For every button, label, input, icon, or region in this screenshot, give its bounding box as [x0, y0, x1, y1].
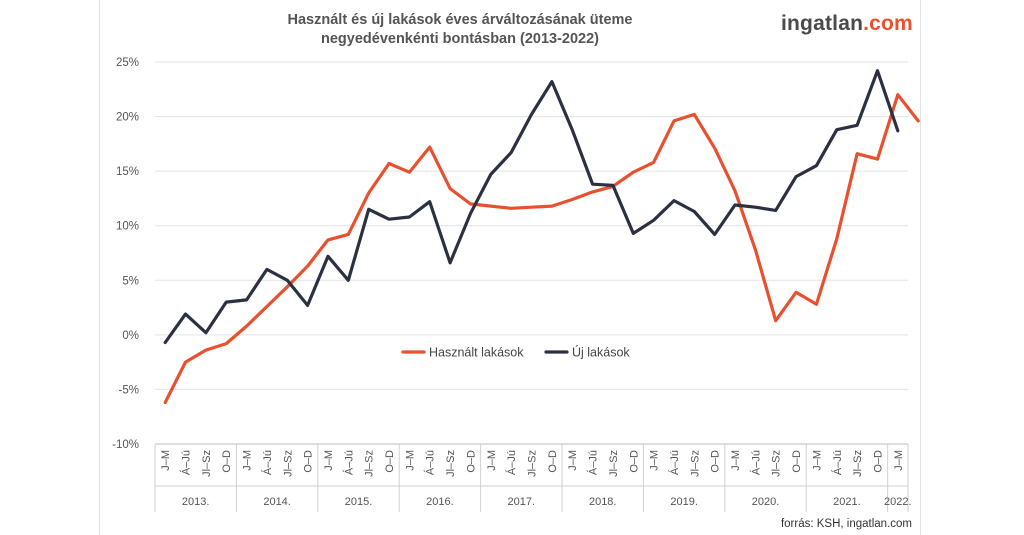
brand-logo: ingatlan.com [781, 12, 913, 36]
x-tick-label: O–D [710, 450, 722, 473]
year-label: 2013. [182, 496, 210, 508]
x-tick-label: J–M [893, 450, 905, 471]
year-label: 2020. [752, 496, 780, 508]
x-tick-label: Jl–Sz [689, 450, 701, 477]
x-tick-label: Á–Jú [587, 450, 600, 475]
y-tick-label: 15% [116, 166, 139, 178]
x-tick-label: Jl–Sz [364, 450, 376, 477]
x-tick-label: Á–Jú [342, 450, 355, 475]
y-tick-label: 10% [116, 221, 139, 233]
x-tick-label: Jl–Sz [282, 450, 294, 477]
y-tick-label: -5% [119, 384, 139, 396]
x-tick-label: Á–Jú [749, 450, 762, 475]
x-tick-label: O–D [303, 450, 315, 473]
x-tick-label: J–M [486, 450, 498, 471]
chart-title-line1: Használt és új lakások éves árváltozásán… [287, 12, 633, 28]
chart-title-line2: negyedévenkénti bontásban (2013-2022) [320, 31, 600, 47]
x-tick-label: J–M [323, 450, 335, 471]
series-line-hasznalt [163, 93, 920, 405]
x-tick-label: Á–Jú [180, 450, 193, 475]
x-tick-label: Á–Jú [505, 450, 518, 475]
legend-label: Új lakások [572, 345, 630, 360]
x-tick-label: O–D [465, 450, 477, 473]
x-tick-label: Á–Jú [424, 450, 437, 475]
x-tick-label: J–M [811, 450, 823, 471]
x-tick-label: Jl–Sz [771, 450, 783, 477]
brand-name: ingatlan [781, 12, 864, 35]
x-tick-label: J–M [404, 450, 416, 471]
x-tick-label: Jl–Sz [445, 450, 457, 477]
x-tick-label: O–D [547, 450, 559, 473]
year-label: 2022. [884, 496, 912, 508]
x-tick-label: Jl–Sz [852, 450, 864, 477]
x-tick-label: O–D [791, 450, 803, 473]
year-label: 2015. [345, 496, 373, 508]
y-tick-label: 25% [116, 57, 139, 69]
year-label: 2016. [426, 496, 454, 508]
source-note: forrás: KSH, ingatlan.com [780, 518, 912, 530]
x-tick-label: J–M [567, 450, 579, 471]
chart-title: Használt és új lakások éves árváltozásán… [270, 11, 650, 49]
year-label: 2021. [833, 496, 861, 508]
x-tick-label: Jl–Sz [201, 450, 213, 477]
year-label: 2017. [508, 496, 536, 508]
x-tick-label: J–M [242, 450, 254, 471]
x-tick-label: O–D [221, 450, 233, 473]
x-tick-label: J–M [649, 450, 661, 471]
x-tick-label: O–D [384, 450, 396, 473]
year-label: 2018. [589, 496, 617, 508]
series-line-uj [163, 69, 900, 345]
year-label: 2014. [263, 496, 291, 508]
x-tick-label: Jl–Sz [608, 450, 620, 477]
x-tick-label: Á–Jú [261, 450, 274, 475]
year-label: 2019. [670, 496, 698, 508]
x-tick-label: O–D [872, 450, 884, 473]
y-tick-label: 0% [122, 330, 139, 342]
y-tick-label: -10% [112, 439, 139, 451]
x-tick-label: J–M [730, 450, 742, 471]
brand-domain: .com [863, 12, 913, 35]
x-tick-label: J–M [160, 450, 172, 471]
y-tick-label: 20% [116, 112, 139, 124]
x-tick-label: O–D [628, 450, 640, 473]
x-tick-label: Á–Jú [668, 450, 681, 475]
x-tick-label: Jl–Sz [527, 450, 539, 477]
legend-label: Használt lakások [429, 346, 524, 360]
x-tick-label: Á–Jú [831, 450, 844, 475]
y-tick-label: 5% [122, 275, 139, 287]
